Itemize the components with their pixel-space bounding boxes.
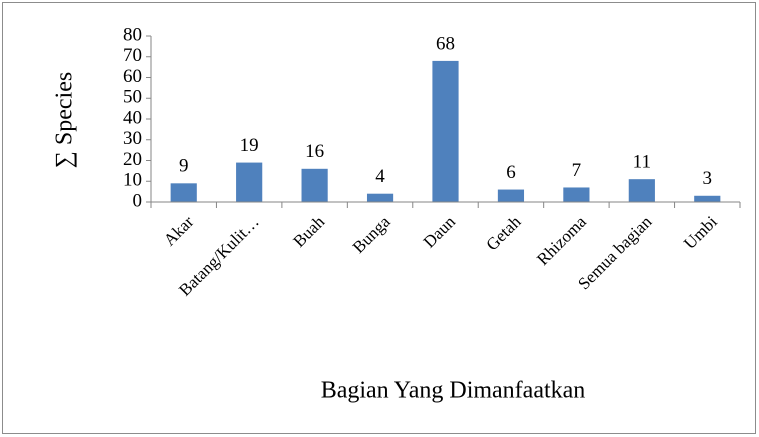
bar: [563, 187, 590, 202]
y-tick-label: 10: [123, 170, 142, 191]
y-tick-label: 80: [123, 24, 142, 45]
y-tick-label: 60: [123, 66, 142, 87]
data-label: 16: [305, 141, 324, 162]
data-label: 19: [240, 135, 259, 156]
data-label: 7: [572, 160, 582, 181]
data-label: 3: [703, 168, 713, 189]
bar: [236, 162, 263, 202]
bar: [432, 60, 459, 203]
bar: [497, 189, 525, 202]
data-label: 68: [436, 33, 455, 54]
bar: [628, 179, 655, 202]
data-label: 6: [506, 162, 516, 183]
bar: [694, 195, 721, 202]
y-tick-label: 50: [123, 87, 142, 108]
y-axis-title: ∑ Species: [52, 72, 78, 168]
y-tick-label: 40: [123, 107, 142, 128]
y-tick-label: 70: [123, 45, 142, 66]
y-tick-label: 20: [123, 149, 142, 170]
data-label: 11: [633, 152, 651, 173]
bar: [366, 193, 394, 202]
bar: [301, 168, 328, 202]
y-tick-label: 0: [133, 190, 143, 211]
x-axis-title: Bagian Yang Dimanfaatkan: [321, 378, 586, 404]
bar: [170, 183, 197, 202]
data-label: 9: [179, 156, 189, 177]
y-tick-label: 30: [123, 128, 142, 149]
data-label: 4: [375, 166, 385, 187]
